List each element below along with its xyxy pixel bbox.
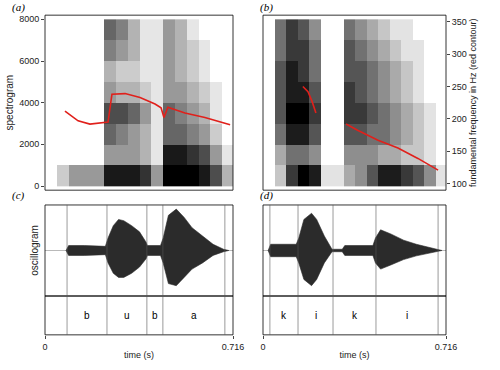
svg-text:200: 200 — [452, 114, 467, 124]
svg-text:b: b — [152, 310, 158, 321]
svg-text:0.716: 0.716 — [222, 342, 245, 352]
svg-text:0: 0 — [260, 342, 265, 352]
svg-text:0.716: 0.716 — [435, 342, 458, 352]
svg-text:i: i — [315, 310, 317, 321]
svg-text:(b): (b) — [260, 1, 273, 14]
svg-text:6000: 6000 — [19, 56, 39, 66]
svg-text:i: i — [406, 310, 408, 321]
svg-text:fundamental frequency in Hz (r: fundamental frequency in Hz (red contour… — [468, 18, 478, 187]
svg-text:150: 150 — [452, 146, 467, 156]
svg-text:250: 250 — [452, 82, 467, 92]
svg-text:time (s): time (s) — [340, 350, 370, 360]
svg-text:(d): (d) — [260, 189, 273, 202]
svg-text:a: a — [191, 310, 197, 321]
svg-text:b: b — [84, 310, 90, 321]
svg-text:300: 300 — [452, 49, 467, 59]
svg-text:u: u — [124, 310, 130, 321]
svg-text:spectrogram: spectrogram — [4, 75, 15, 131]
svg-text:k: k — [281, 310, 287, 321]
svg-text:8000: 8000 — [19, 14, 39, 24]
svg-text:2000: 2000 — [19, 139, 39, 149]
svg-text:(c): (c) — [12, 189, 25, 202]
svg-text:100: 100 — [452, 179, 467, 189]
svg-text:k: k — [352, 310, 358, 321]
svg-text:0: 0 — [34, 181, 39, 191]
svg-text:4000: 4000 — [19, 98, 39, 108]
svg-text:350: 350 — [452, 17, 467, 27]
svg-text:oscillogram: oscillogram — [29, 225, 40, 276]
svg-text:0: 0 — [42, 342, 47, 352]
svg-text:time (s): time (s) — [124, 350, 154, 360]
svg-text:(a): (a) — [12, 1, 25, 14]
